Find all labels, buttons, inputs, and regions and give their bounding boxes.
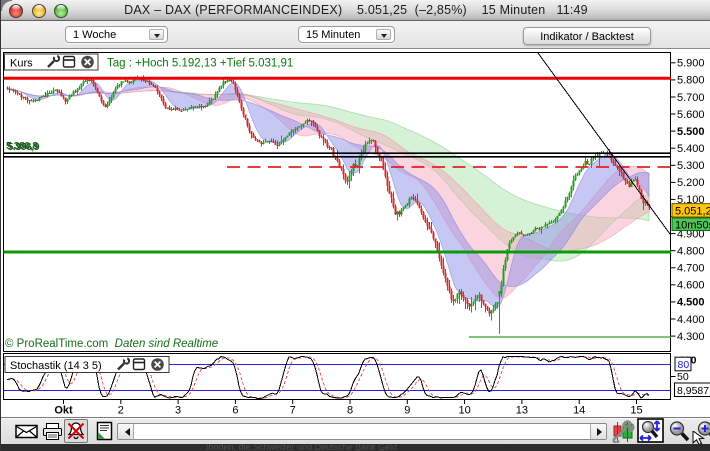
- svg-text:Kurs: Kurs: [10, 58, 33, 70]
- svg-text:5.300: 5.300: [677, 160, 705, 172]
- svg-text:10m50s: 10m50s: [675, 219, 710, 231]
- svg-text:4.900: 4.900: [677, 228, 705, 240]
- svg-text:13: 13: [516, 405, 528, 417]
- svg-text:4.300: 4.300: [677, 331, 705, 343]
- svg-text:50: 50: [677, 371, 689, 383]
- svg-text:5.200: 5.200: [677, 177, 705, 189]
- svg-text:5.386,9: 5.386,9: [8, 141, 40, 153]
- svg-text:7: 7: [290, 405, 296, 417]
- svg-text:4.600: 4.600: [677, 280, 705, 292]
- svg-text:5.700: 5.700: [677, 92, 705, 104]
- svg-text:5.600: 5.600: [677, 109, 705, 121]
- svg-text:Okt: Okt: [54, 405, 73, 417]
- svg-text:5.500: 5.500: [677, 126, 705, 138]
- svg-text:4.400: 4.400: [677, 314, 705, 326]
- svg-text:5.380,8: 5.380,8: [6, 140, 38, 152]
- svg-text:2: 2: [118, 405, 124, 417]
- svg-text:6: 6: [232, 405, 238, 417]
- svg-text:80: 80: [678, 359, 690, 371]
- svg-text:8: 8: [347, 405, 353, 417]
- svg-text:3: 3: [175, 405, 181, 417]
- svg-text:Stochastik (14 3 5): Stochastik (14 3 5): [10, 360, 102, 372]
- svg-text:15: 15: [630, 405, 642, 417]
- svg-text:Tag : +Hoch 5.192,13 +Tief 5.0: Tag : +Hoch 5.192,13 +Tief 5.031,91: [107, 58, 293, 70]
- svg-text:9: 9: [404, 405, 410, 417]
- svg-text:5.051,2: 5.051,2: [675, 205, 710, 217]
- svg-text:5.900: 5.900: [677, 58, 705, 70]
- svg-text:4.500: 4.500: [677, 297, 705, 309]
- svg-text:4.800: 4.800: [677, 246, 705, 258]
- svg-text:8,9587: 8,9587: [677, 385, 709, 397]
- svg-text:14: 14: [573, 405, 585, 417]
- svg-text:4.700: 4.700: [677, 263, 705, 275]
- svg-text:10: 10: [458, 405, 470, 417]
- svg-text:© ProRealTime.com Daten sind: © ProRealTime.com Daten sind Realtime: [5, 338, 218, 350]
- svg-text:5.400: 5.400: [677, 143, 705, 155]
- svg-text:5.800: 5.800: [677, 75, 705, 87]
